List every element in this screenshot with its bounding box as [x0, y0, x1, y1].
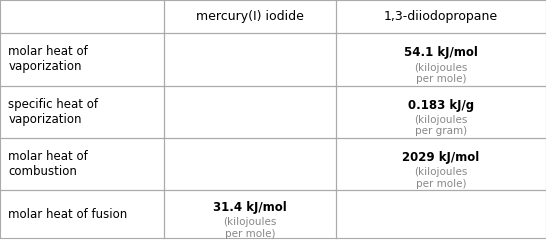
Text: molar heat of fusion: molar heat of fusion — [8, 208, 127, 221]
Text: 2029 kJ/mol: 2029 kJ/mol — [402, 151, 479, 164]
Text: specific heat of
vaporization: specific heat of vaporization — [8, 98, 98, 126]
Text: 54.1 kJ/mol: 54.1 kJ/mol — [404, 46, 478, 59]
Text: (kilojoules
per gram): (kilojoules per gram) — [414, 115, 467, 136]
Text: (kilojoules
per mole): (kilojoules per mole) — [414, 62, 467, 84]
Text: (kilojoules
per mole): (kilojoules per mole) — [223, 217, 276, 239]
Text: 31.4 kJ/mol: 31.4 kJ/mol — [213, 201, 287, 214]
Text: molar heat of
combustion: molar heat of combustion — [8, 150, 88, 178]
Text: molar heat of
vaporization: molar heat of vaporization — [8, 46, 88, 74]
Text: 0.183 kJ/g: 0.183 kJ/g — [408, 99, 474, 112]
Text: mercury(I) iodide: mercury(I) iodide — [196, 10, 304, 23]
Text: 1,3-diiodopropane: 1,3-diiodopropane — [384, 10, 498, 23]
Text: (kilojoules
per mole): (kilojoules per mole) — [414, 167, 467, 189]
